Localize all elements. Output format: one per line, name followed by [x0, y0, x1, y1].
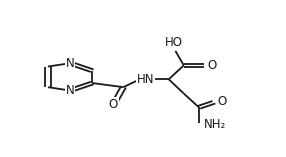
Text: HN: HN — [137, 73, 154, 86]
Text: N: N — [66, 84, 74, 97]
Text: O: O — [208, 59, 217, 72]
Text: O: O — [109, 97, 118, 111]
Text: HO: HO — [165, 36, 183, 49]
Text: O: O — [218, 95, 227, 108]
Text: NH₂: NH₂ — [204, 117, 226, 130]
Text: N: N — [66, 57, 74, 70]
